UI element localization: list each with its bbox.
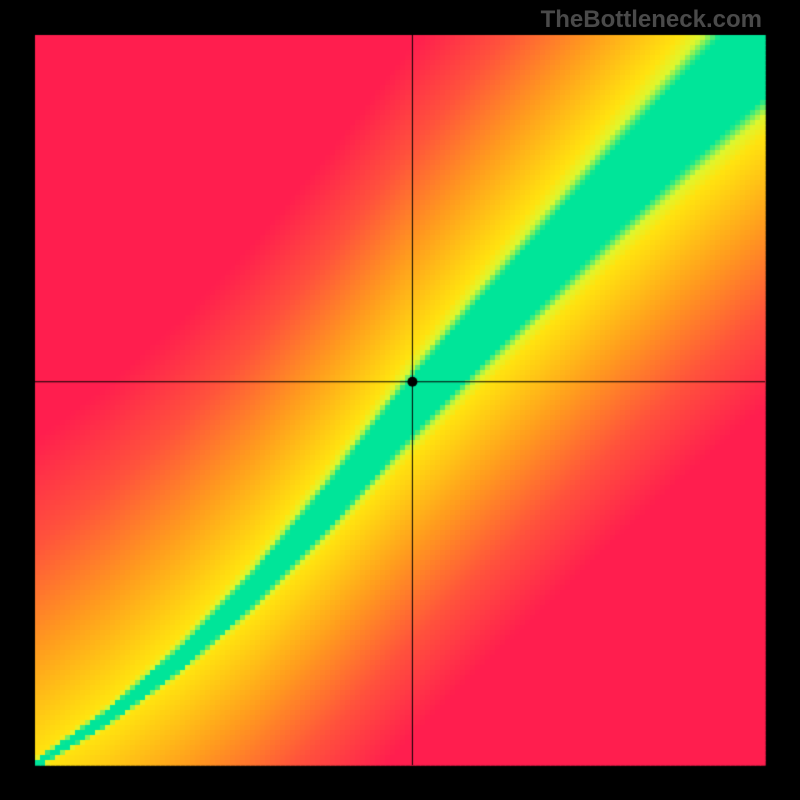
- bottleneck-heatmap: [0, 0, 800, 800]
- chart-container: TheBottleneck.com: [0, 0, 800, 800]
- watermark-text: TheBottleneck.com: [541, 6, 762, 34]
